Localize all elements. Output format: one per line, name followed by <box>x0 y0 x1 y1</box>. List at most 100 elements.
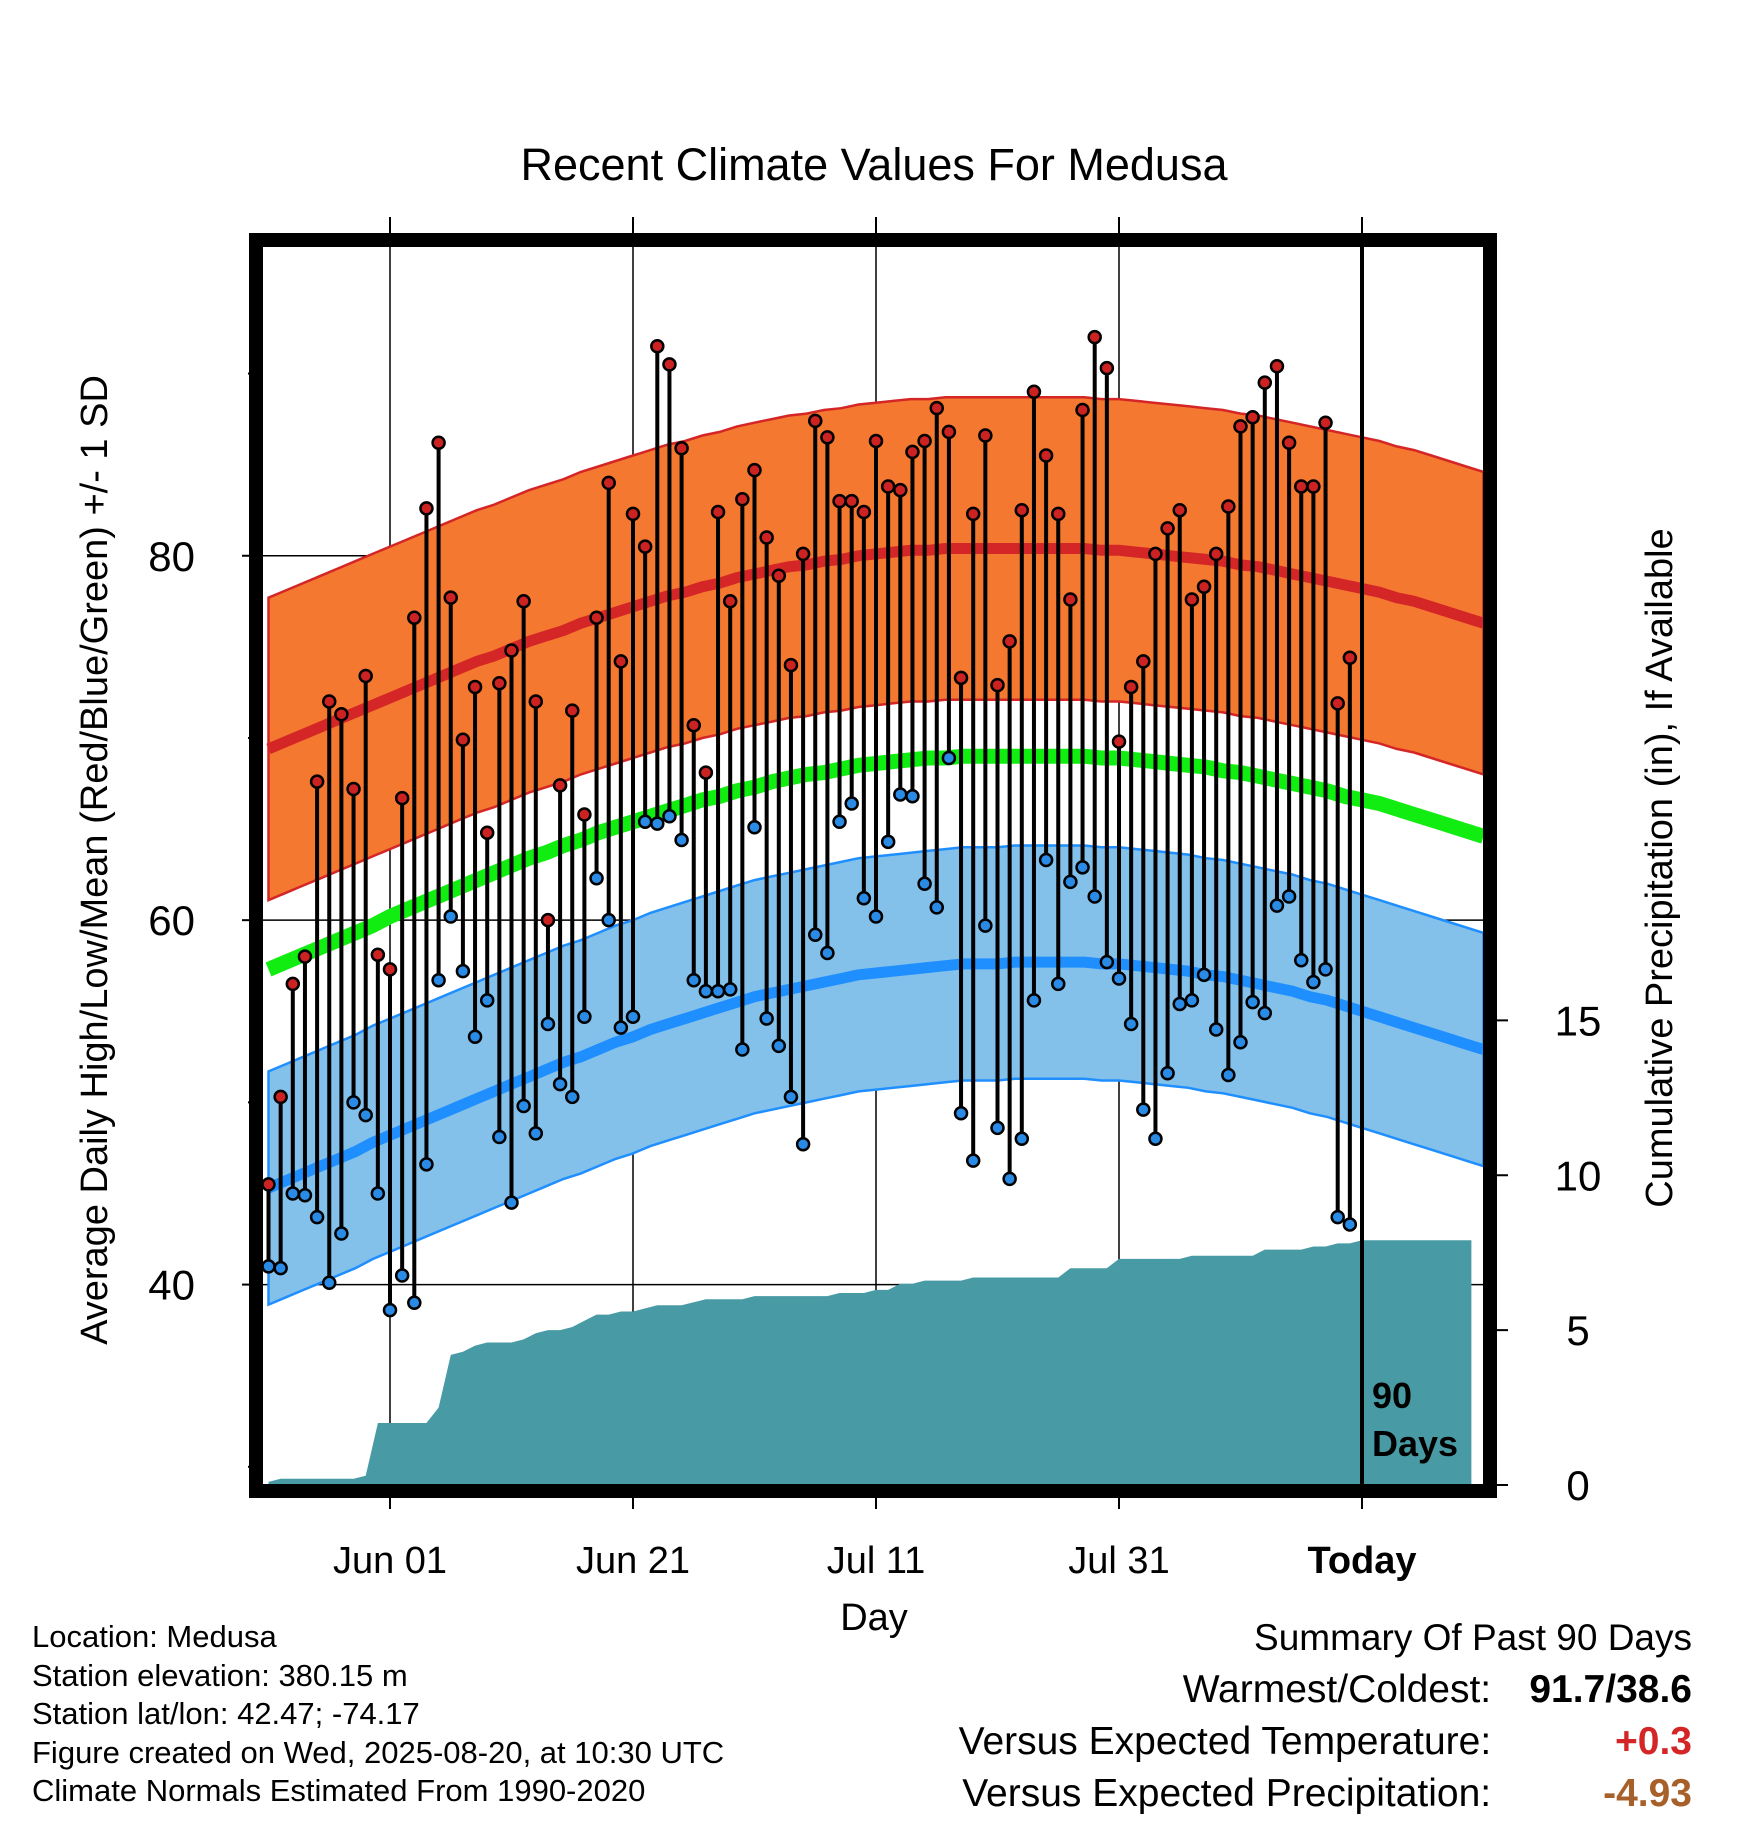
low-point <box>1014 1131 1030 1147</box>
low-point <box>662 809 677 824</box>
low-point <box>1160 1065 1175 1081</box>
low-point <box>394 1268 410 1283</box>
high-point <box>637 539 653 554</box>
high-point <box>674 440 689 456</box>
high-point <box>650 338 665 354</box>
high-point <box>953 670 969 686</box>
high-point <box>1245 410 1260 425</box>
high-point <box>1087 329 1102 345</box>
low-point <box>941 750 957 766</box>
high-point <box>1099 360 1115 376</box>
chart-title: Recent Climate Values For Medusa <box>521 139 1229 190</box>
high-point <box>759 530 774 545</box>
high-point <box>382 962 398 977</box>
precip-label: Versus Expected Precipitation: <box>962 1772 1492 1815</box>
today-label: 90 <box>1372 1375 1412 1416</box>
high-point <box>625 506 641 522</box>
high-point <box>1160 521 1175 536</box>
high-point <box>844 493 859 509</box>
high-point <box>492 676 507 691</box>
y2-tick-label: 0 <box>1566 1462 1589 1509</box>
low-point <box>504 1195 519 1210</box>
high-point <box>905 444 920 460</box>
high-point <box>589 610 604 625</box>
low-point <box>650 816 665 831</box>
low-point <box>1281 889 1297 904</box>
high-point <box>917 433 932 449</box>
high-point <box>516 594 531 609</box>
high-point <box>1148 546 1163 562</box>
high-point <box>358 668 373 684</box>
low-point <box>273 1260 288 1276</box>
y2-tick-label: 15 <box>1555 997 1602 1044</box>
high-point <box>1221 499 1236 514</box>
low-point <box>686 973 701 988</box>
low-point <box>1294 952 1309 968</box>
high-point <box>394 790 410 806</box>
daily-range-stems <box>266 337 1352 1311</box>
low-point <box>285 1186 301 1201</box>
low-point <box>540 1016 556 1032</box>
high-point <box>783 657 799 673</box>
high-point <box>370 947 386 963</box>
low-point <box>1099 954 1115 970</box>
low-point <box>674 832 689 848</box>
low-point <box>771 1038 787 1054</box>
high-point <box>1136 654 1151 669</box>
low-point <box>856 891 872 906</box>
low-point <box>601 912 616 928</box>
low-point <box>528 1126 544 1141</box>
low-point <box>479 993 495 1008</box>
low-point <box>322 1275 337 1291</box>
high-point <box>1026 384 1042 400</box>
precip-area <box>268 1240 1472 1485</box>
high-point <box>273 1089 288 1105</box>
low-point <box>492 1129 507 1145</box>
elevation-line: Station elevation: 380.15 m <box>32 1657 408 1693</box>
low-point <box>722 982 738 997</box>
low-point <box>1026 993 1042 1008</box>
low-point <box>1111 971 1127 986</box>
low-point <box>795 1137 811 1152</box>
low-point <box>868 909 884 924</box>
y-tick-label: 40 <box>148 1262 195 1309</box>
low-point <box>1257 1005 1273 1021</box>
low-point <box>808 927 823 942</box>
low-point <box>783 1089 799 1105</box>
high-point <box>504 643 519 658</box>
low-point <box>953 1106 969 1121</box>
low-point <box>1233 1034 1248 1050</box>
low-point <box>1330 1209 1345 1225</box>
x-axis-label: Day <box>840 1597 908 1639</box>
low-point <box>978 918 993 933</box>
low-point <box>589 871 604 886</box>
warm-cold-value: 91.7/38.6 <box>1529 1668 1692 1711</box>
high-point <box>1281 435 1297 451</box>
warm-cold-label: Warmest/Coldest: <box>1182 1668 1492 1711</box>
x-tick-label: Jun 01 <box>333 1540 447 1582</box>
high-point <box>419 501 434 516</box>
precip-row: Versus Expected Precipitation: -4.93 <box>959 1768 1692 1820</box>
high-point <box>346 781 361 797</box>
high-point <box>1002 634 1017 649</box>
high-point <box>334 707 349 722</box>
created-line: Figure created on Wed, 2025-08-20, at 10… <box>32 1734 725 1770</box>
high-point <box>710 504 726 520</box>
temp-label: Versus Expected Temperature: <box>958 1720 1492 1763</box>
low-point <box>297 1188 313 1203</box>
high-point <box>455 732 471 748</box>
high-point <box>552 778 568 793</box>
high-point <box>1306 479 1321 494</box>
low-point <box>262 1259 276 1274</box>
high-point <box>309 774 325 789</box>
low-point <box>1306 974 1321 990</box>
high-point <box>565 703 580 718</box>
today-label: Days <box>1372 1423 1458 1464</box>
low-point <box>1051 976 1066 992</box>
low-point <box>516 1098 531 1114</box>
high-point <box>941 424 957 440</box>
location-line: Location: Medusa <box>32 1619 277 1654</box>
precip-value: -4.93 <box>1603 1772 1692 1815</box>
normals-line: Climate Normals Estimated From 1990-2020 <box>32 1773 646 1808</box>
high-point <box>577 807 592 822</box>
